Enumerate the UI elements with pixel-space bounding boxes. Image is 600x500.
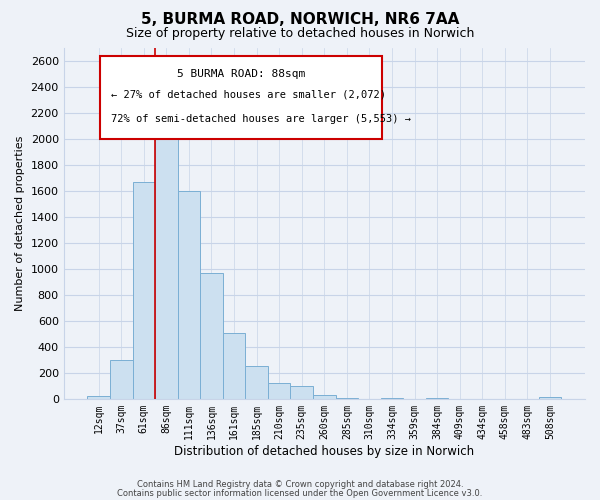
Y-axis label: Number of detached properties: Number of detached properties [15,136,25,311]
Bar [88,396,110,399]
Bar [155,120,178,399]
X-axis label: Distribution of detached houses by size in Norwich: Distribution of detached houses by size … [174,444,475,458]
Text: Contains public sector information licensed under the Open Government Licence v3: Contains public sector information licen… [118,489,482,498]
Bar [178,190,200,399]
Bar [290,386,313,399]
Bar [313,395,335,399]
Text: 5 BURMA ROAD: 88sqm: 5 BURMA ROAD: 88sqm [177,68,305,78]
Bar [133,182,155,399]
Bar [268,382,290,399]
Text: Contains HM Land Registry data © Crown copyright and database right 2024.: Contains HM Land Registry data © Crown c… [137,480,463,489]
Text: Size of property relative to detached houses in Norwich: Size of property relative to detached ho… [126,28,474,40]
Bar [381,398,403,399]
Bar [245,366,268,399]
Bar [335,398,358,399]
Text: 5, BURMA ROAD, NORWICH, NR6 7AA: 5, BURMA ROAD, NORWICH, NR6 7AA [141,12,459,28]
Text: ← 27% of detached houses are smaller (2,072): ← 27% of detached houses are smaller (2,… [110,90,386,100]
Text: 72% of semi-detached houses are larger (5,553) →: 72% of semi-detached houses are larger (… [110,114,410,124]
Bar [200,272,223,399]
Bar [223,333,245,399]
FancyBboxPatch shape [100,56,382,139]
Bar [426,398,448,399]
Bar [110,360,133,399]
Bar [539,397,562,399]
